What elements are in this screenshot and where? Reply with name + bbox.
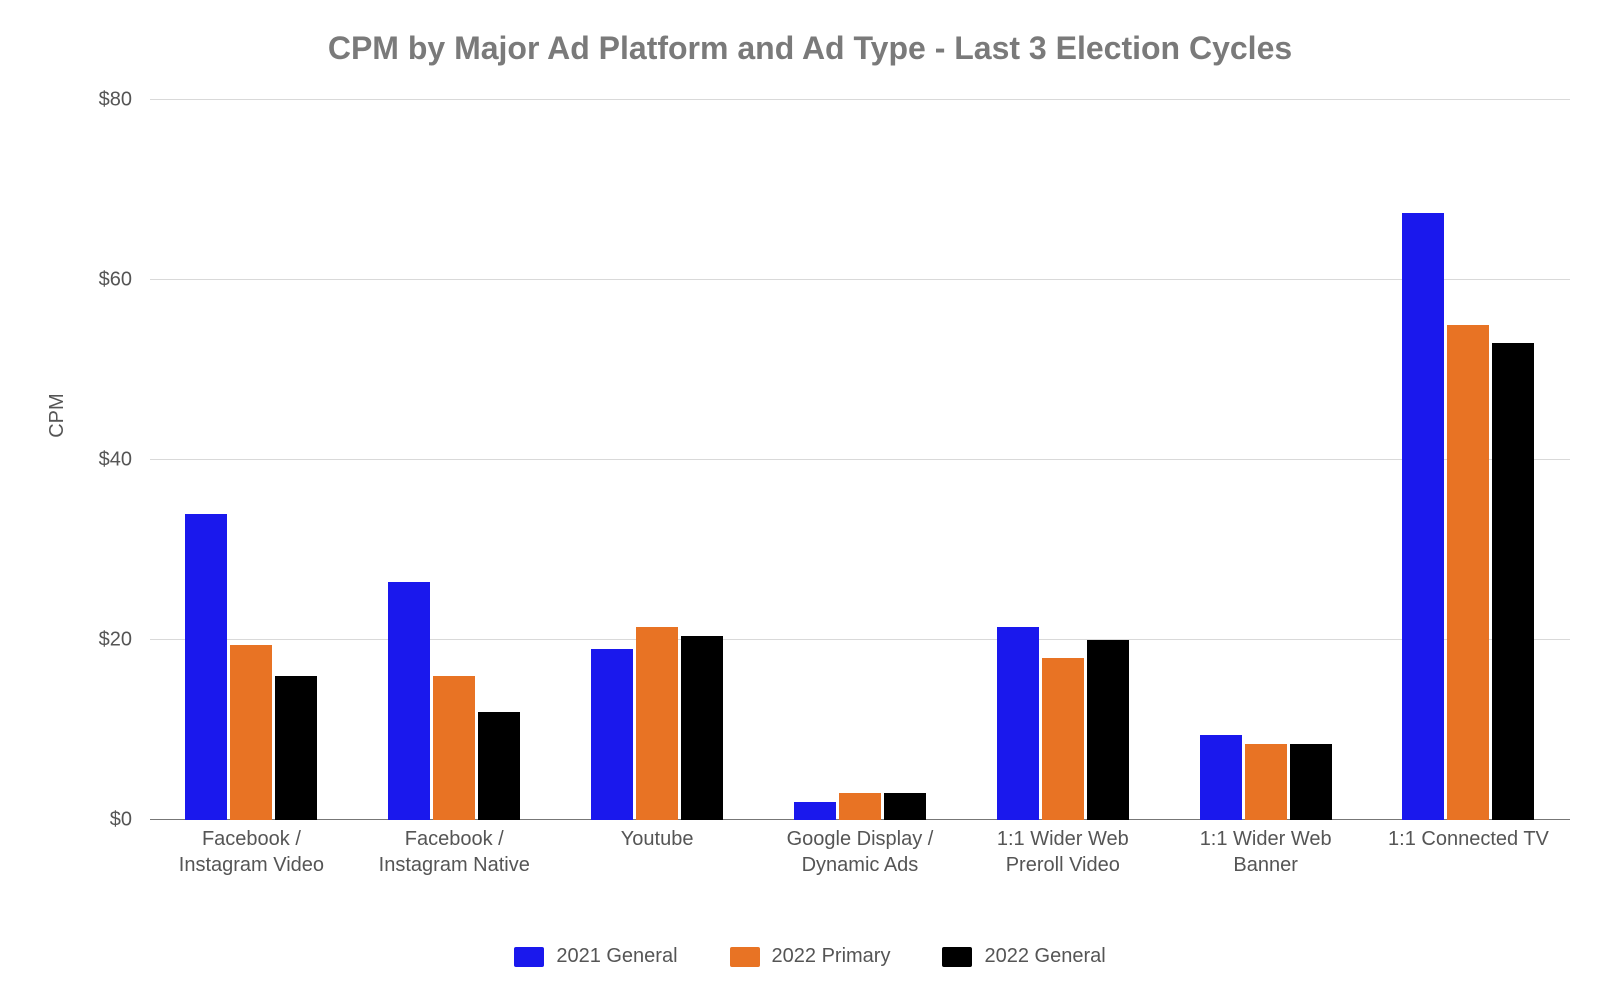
bar-cluster [765,793,955,820]
bar [478,712,520,820]
bar [839,793,881,820]
bar [681,636,723,821]
bar [185,514,227,820]
bar [1492,343,1534,820]
x-tick-label: 1:1 Wider WebPreroll Video [968,826,1158,878]
legend-item: 2021 General [514,945,677,968]
legend-swatch [730,947,760,967]
legend-swatch [514,947,544,967]
y-tick-label: $20 [99,629,150,652]
bar [433,676,475,820]
bar-cluster [156,514,346,820]
y-tick-label: $40 [99,449,150,472]
x-tick-label: Google Display /Dynamic Ads [765,826,955,878]
x-tick-label: Facebook /Instagram Video [156,826,346,878]
legend: 2021 General 2022 Primary 2022 General [0,945,1620,968]
y-tick-label: $0 [110,809,150,832]
bar [1447,325,1489,820]
x-tick-label: Facebook /Instagram Native [359,826,549,878]
bar-cluster [1373,213,1563,821]
bars-layer [150,100,1570,820]
bar [388,582,430,821]
bar [275,676,317,820]
bar [1200,735,1242,821]
bar-cluster [562,627,752,821]
bar [1290,744,1332,821]
bar-cluster [1171,735,1361,821]
bar [1402,213,1444,821]
plot-area: $0$20$40$60$80 [150,100,1570,820]
bar [230,645,272,821]
bar [884,793,926,820]
chart-title: CPM by Major Ad Platform and Ad Type - L… [0,30,1620,67]
y-axis-title: CPM [46,393,69,437]
x-tick-label: Youtube [562,826,752,878]
bar [1042,658,1084,820]
bar [794,802,836,820]
legend-item: 2022 Primary [730,945,891,968]
y-tick-label: $80 [99,89,150,112]
bar [591,649,633,820]
bar [997,627,1039,821]
legend-label: 2021 General [556,945,677,968]
x-tick-label: 1:1 Connected TV [1373,826,1563,878]
x-axis-labels: Facebook /Instagram VideoFacebook /Insta… [150,826,1570,878]
chart-container: CPM by Major Ad Platform and Ad Type - L… [0,0,1620,1002]
bar-cluster [359,582,549,821]
legend-swatch [942,947,972,967]
x-tick-label: 1:1 Wider WebBanner [1171,826,1361,878]
legend-label: 2022 Primary [772,945,891,968]
y-tick-label: $60 [99,269,150,292]
bar [1245,744,1287,821]
bar [636,627,678,821]
bar-cluster [968,627,1158,821]
legend-label: 2022 General [984,945,1105,968]
bar [1087,640,1129,820]
legend-item: 2022 General [942,945,1105,968]
